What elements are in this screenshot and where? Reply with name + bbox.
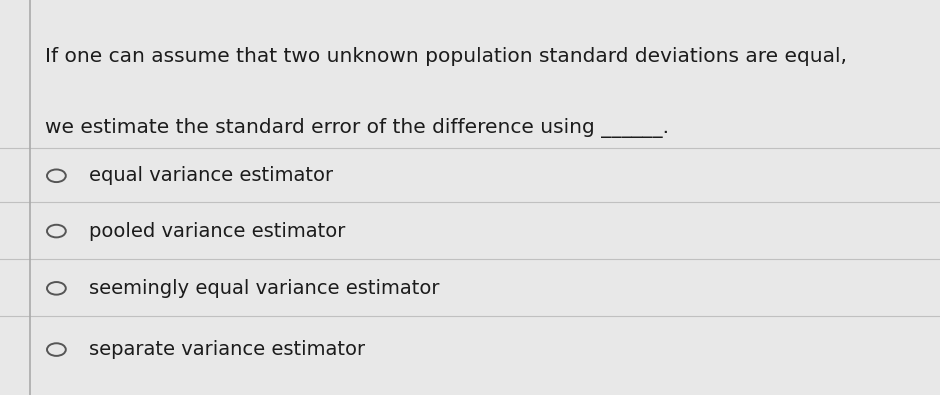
Text: equal variance estimator: equal variance estimator xyxy=(89,166,334,185)
Text: pooled variance estimator: pooled variance estimator xyxy=(89,222,346,241)
Text: separate variance estimator: separate variance estimator xyxy=(89,340,366,359)
Text: If one can assume that two unknown population standard deviations are equal,: If one can assume that two unknown popul… xyxy=(45,47,847,66)
Text: seemingly equal variance estimator: seemingly equal variance estimator xyxy=(89,279,440,298)
Text: we estimate the standard error of the difference using ______.: we estimate the standard error of the di… xyxy=(45,118,669,139)
